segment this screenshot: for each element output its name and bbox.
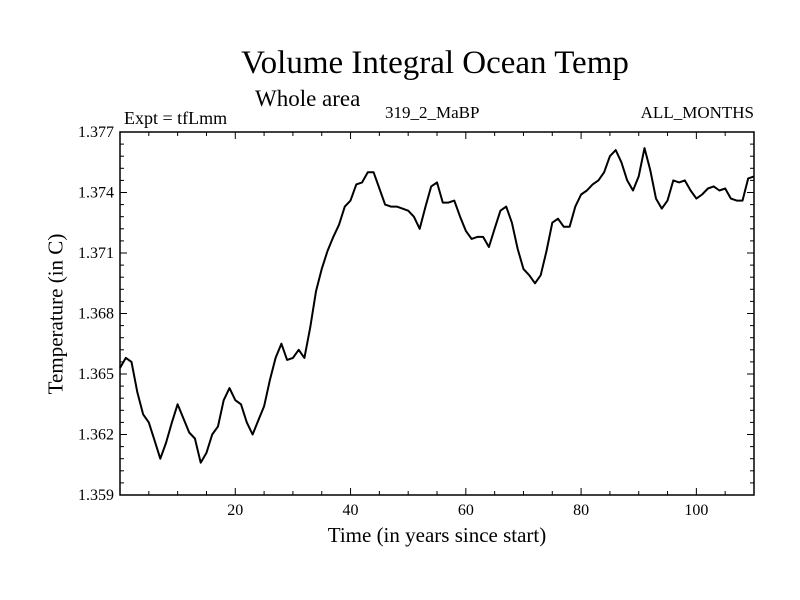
y-tick-label: 1.368 [78,306,114,323]
x-tick-label: 60 [458,502,474,519]
period-label: ALL_MONTHS [640,103,754,122]
x-tick-label: 100 [684,502,708,519]
chart-title: Volume Integral Ocean Temp [241,45,629,81]
y-tick-label: 1.374 [78,185,114,202]
y-tick-label: 1.365 [78,366,114,383]
x-tick-label: 80 [573,502,589,519]
x-axis-label: Time (in years since start) [327,523,547,547]
x-tick-label: 20 [227,502,243,519]
y-tick-label: 1.362 [78,427,114,444]
plot-frame [119,131,755,496]
chart-subtitle: Whole area [255,86,361,111]
y-tick-label: 1.359 [78,487,114,504]
run-id-label: 319_2_MaBP [385,103,480,122]
axes-group: 20 40 60 80 100 1.359 1.362 1.365 1.368 1.371 1.37… [78,124,755,519]
experiment-label: Expt = tfLmm [124,108,228,128]
x-tick-label: 40 [343,502,359,519]
y-tick-label: 1.377 [78,124,114,141]
y-axis-label: Temperature (in C) [43,233,68,395]
series-line [119,147,755,464]
series-group [119,147,755,464]
y-tick-label: 1.371 [78,245,114,262]
